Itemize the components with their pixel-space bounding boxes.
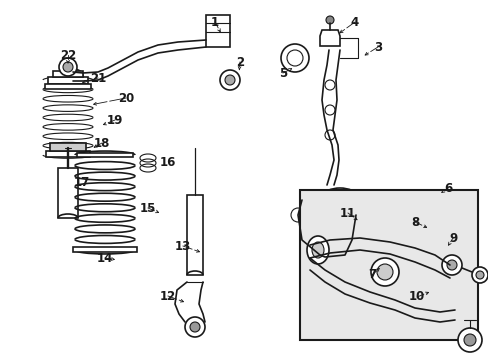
Bar	[73, 247, 137, 252]
Circle shape	[190, 322, 200, 332]
Text: 20: 20	[118, 91, 134, 104]
Bar	[46, 151, 90, 157]
Circle shape	[290, 208, 305, 222]
Circle shape	[281, 44, 308, 72]
Circle shape	[475, 271, 483, 279]
Bar	[205, 15, 229, 47]
Polygon shape	[319, 30, 339, 46]
Circle shape	[325, 16, 333, 24]
Circle shape	[471, 267, 487, 283]
Text: 8: 8	[410, 216, 418, 229]
Circle shape	[348, 208, 362, 222]
Circle shape	[325, 130, 334, 140]
Text: 16: 16	[160, 156, 176, 168]
Bar	[58, 168, 78, 218]
Text: 5: 5	[278, 67, 286, 80]
FancyBboxPatch shape	[299, 190, 477, 340]
Text: 18: 18	[94, 136, 110, 149]
Text: 9: 9	[448, 231, 456, 244]
Circle shape	[307, 188, 371, 252]
Circle shape	[331, 212, 347, 228]
Text: 7: 7	[367, 269, 375, 282]
Circle shape	[441, 255, 461, 275]
Circle shape	[376, 264, 392, 280]
Circle shape	[463, 334, 475, 346]
Text: 21: 21	[90, 72, 106, 85]
Text: 14: 14	[97, 252, 113, 265]
Text: 22: 22	[60, 49, 76, 62]
Text: 11: 11	[339, 207, 355, 220]
Circle shape	[446, 260, 456, 270]
Circle shape	[220, 70, 240, 90]
Circle shape	[224, 75, 235, 85]
Bar	[48, 77, 88, 84]
Text: 13: 13	[175, 239, 191, 252]
Text: 4: 4	[350, 15, 358, 28]
Ellipse shape	[67, 72, 79, 80]
Circle shape	[325, 105, 334, 115]
Text: 17: 17	[74, 176, 90, 189]
Circle shape	[321, 202, 357, 238]
Text: 19: 19	[106, 113, 123, 126]
Circle shape	[184, 317, 204, 337]
Ellipse shape	[306, 236, 328, 264]
Bar	[53, 71, 83, 77]
Circle shape	[325, 80, 334, 90]
Circle shape	[59, 58, 77, 76]
Ellipse shape	[311, 242, 324, 258]
Bar	[50, 143, 86, 151]
Text: 15: 15	[140, 202, 156, 215]
Text: 3: 3	[373, 41, 381, 54]
Circle shape	[63, 62, 73, 72]
Text: 12: 12	[160, 289, 176, 302]
Text: 2: 2	[235, 55, 244, 68]
Bar	[186, 195, 203, 275]
Text: 1: 1	[210, 15, 219, 28]
Bar	[77, 153, 133, 157]
Text: 6: 6	[443, 181, 451, 194]
Text: 10: 10	[408, 291, 424, 303]
Bar	[45, 84, 91, 89]
Ellipse shape	[63, 69, 83, 83]
Circle shape	[370, 258, 398, 286]
Circle shape	[457, 328, 481, 352]
